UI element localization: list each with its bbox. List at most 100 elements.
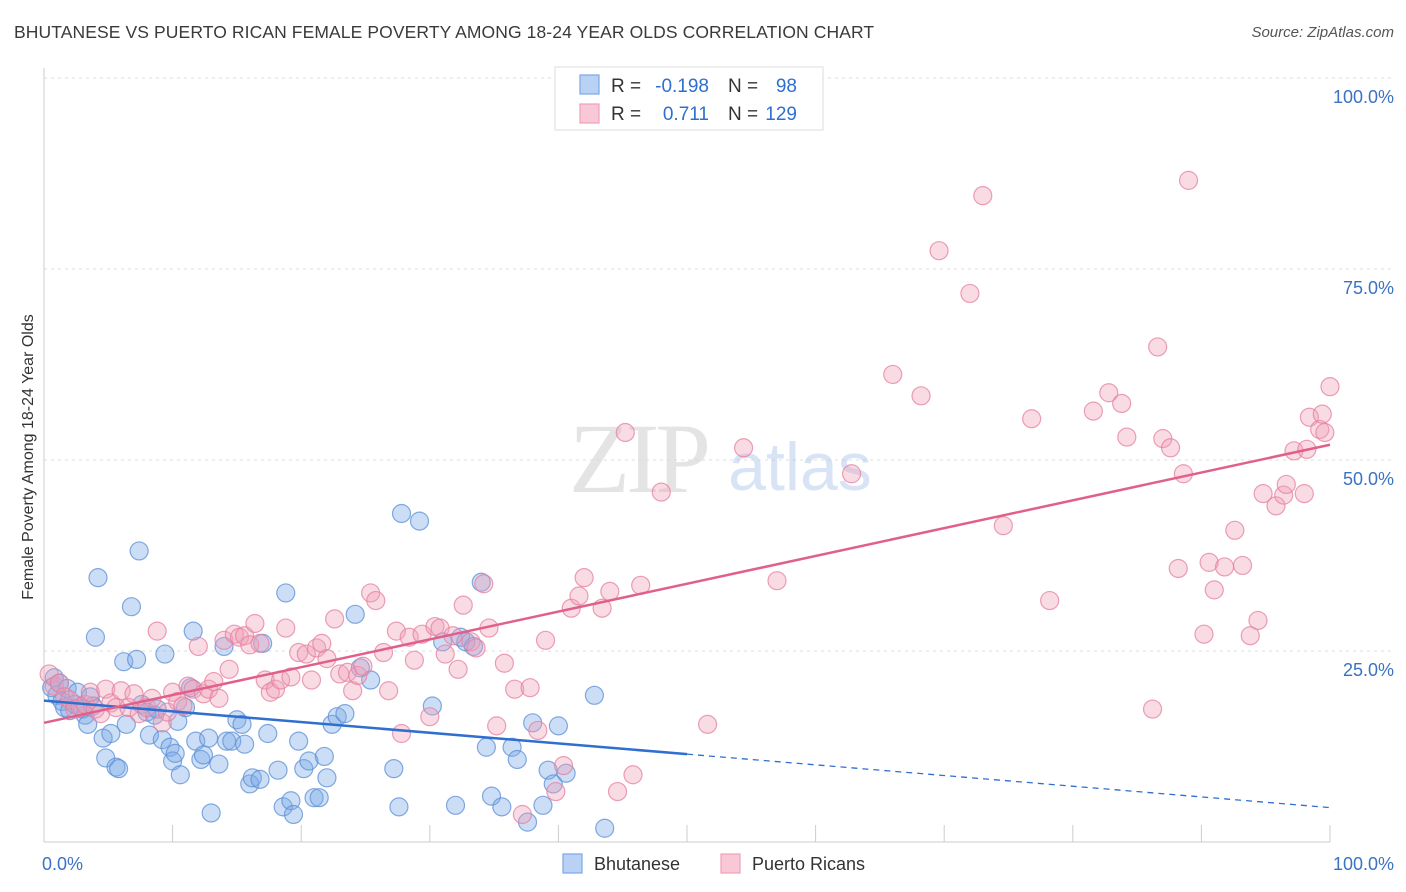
legend-r-label-0: R = [611,76,641,97]
point-puerto-ricans-39 [245,613,265,634]
legend-n-value-1: 129 [765,104,797,125]
point-puerto-ricans-128 [1248,610,1268,631]
point-puerto-ricans-21 [152,713,172,733]
point-puerto-ricans-25 [173,696,193,716]
point-puerto-ricans-53 [325,609,345,629]
point-puerto-ricans-83 [520,678,540,698]
legend-r-label-1: R = [611,104,641,125]
legend-r-value-1: 0.711 [663,104,709,125]
point-puerto-ricans-127 [1240,626,1260,646]
point-puerto-ricans-138 [1312,404,1332,424]
point-puerto-ricans-122 [1199,552,1219,572]
bottom-legend-swatch-puerto-ricans [720,853,741,874]
point-bhutanese-80 [409,511,430,531]
point-puerto-ricans-85 [535,630,556,650]
point-puerto-ricans-119 [1173,464,1193,484]
point-bhutanese-16 [88,568,108,588]
legend-swatch-puerto-ricans [579,103,600,124]
point-puerto-ricans-108 [1022,409,1042,429]
point-puerto-ricans-77 [474,574,494,594]
source-label: Source: ZipAtlas.com [1251,24,1394,41]
legend-n-value-0: 98 [776,76,797,97]
point-puerto-ricans-75 [461,632,481,652]
point-puerto-ricans-80 [494,653,514,673]
point-bhutanese-60 [273,797,293,817]
point-puerto-ricans-130 [1266,496,1286,516]
point-bhutanese-100 [584,685,605,705]
point-bhutanese-56 [250,769,270,789]
point-puerto-ricans-74 [453,595,473,615]
point-bhutanese-67 [304,788,324,808]
point-bhutanese-58 [258,723,278,744]
point-puerto-ricans-137 [1310,419,1330,440]
stats-legend: R = -0.198 N = 98 R = 0.711 N = 129 [554,66,824,131]
point-bhutanese-33 [155,644,175,664]
point-puerto-ricans-99 [733,438,754,458]
point-puerto-ricans-92 [600,581,620,602]
point-puerto-ricans-101 [842,464,862,484]
point-puerto-ricans-125 [1225,520,1245,540]
point-puerto-ricans-45 [276,618,296,638]
point-puerto-ricans-60 [366,590,386,611]
point-puerto-ricans-73 [448,659,468,679]
point-bhutanese-63 [283,804,304,825]
point-puerto-ricans-97 [651,482,671,502]
gridlines [44,77,1394,652]
axes [43,68,1331,843]
point-bhutanese-41 [183,621,203,641]
point-puerto-ricans-33 [214,630,234,650]
point-bhutanese-21 [108,759,129,779]
point-bhutanese-64 [289,731,309,751]
point-puerto-ricans-51 [312,633,332,653]
bottom-legend-label-bhutanese: Bhutanese [594,854,680,874]
point-puerto-ricans-112 [1112,393,1132,414]
point-bhutanese-47 [209,754,229,774]
point-puerto-ricans-86 [546,781,566,802]
point-puerto-ricans-117 [1160,438,1181,458]
legend-n-label-0: N = [728,76,758,97]
point-bhutanese-24 [121,597,142,617]
point-puerto-ricans-57 [348,665,368,686]
point-puerto-ricans-84 [528,720,548,741]
point-puerto-ricans-121 [1194,624,1214,644]
chart-title: BHUTANESE VS PUERTO RICAN FEMALE POVERTY… [14,22,875,42]
point-puerto-ricans-87 [553,755,574,776]
point-puerto-ricans-49 [301,670,322,690]
point-bhutanese-70 [317,768,337,788]
point-bhutanese-73 [335,704,355,724]
point-puerto-ricans-43 [265,679,286,699]
point-puerto-ricans-68 [420,707,440,727]
y-tick-label-3: 100.0% [1333,87,1394,107]
point-puerto-ricans-95 [623,765,643,785]
point-bhutanese-53 [235,734,255,754]
bottom-legend-swatch-bhutanese [562,853,583,874]
point-puerto-ricans-20 [147,621,167,641]
point-puerto-ricans-58 [353,656,373,676]
point-bhutanese-45 [199,728,219,748]
point-puerto-ricans-90 [574,568,594,588]
point-bhutanese-92 [507,749,527,770]
point-puerto-ricans-129 [1253,484,1273,504]
point-puerto-ricans-104 [929,241,949,261]
point-puerto-ricans-126 [1232,555,1253,576]
trend-line-bhutanese-extrapolated [686,753,1331,809]
point-bhutanese-15 [85,627,106,647]
trend-line-bhutanese [43,699,688,756]
point-bhutanese-91 [502,737,522,757]
point-bhutanese-101 [595,818,615,838]
point-puerto-ricans-82 [512,804,532,825]
point-bhutanese-95 [533,795,553,815]
point-puerto-ricans-48 [296,644,316,664]
point-bhutanese-38 [170,765,190,785]
series-bhutanese-points [42,503,615,838]
point-bhutanese-78 [389,797,409,817]
point-puerto-ricans-109 [1040,590,1060,611]
point-bhutanese-90 [492,797,512,817]
point-puerto-ricans-52 [317,649,337,669]
point-puerto-ricans-105 [960,283,980,304]
point-puerto-ricans-38 [240,635,260,655]
point-bhutanese-99 [556,763,576,783]
point-puerto-ricans-132 [1276,474,1296,495]
legend-swatch-bhutanese [579,74,600,95]
